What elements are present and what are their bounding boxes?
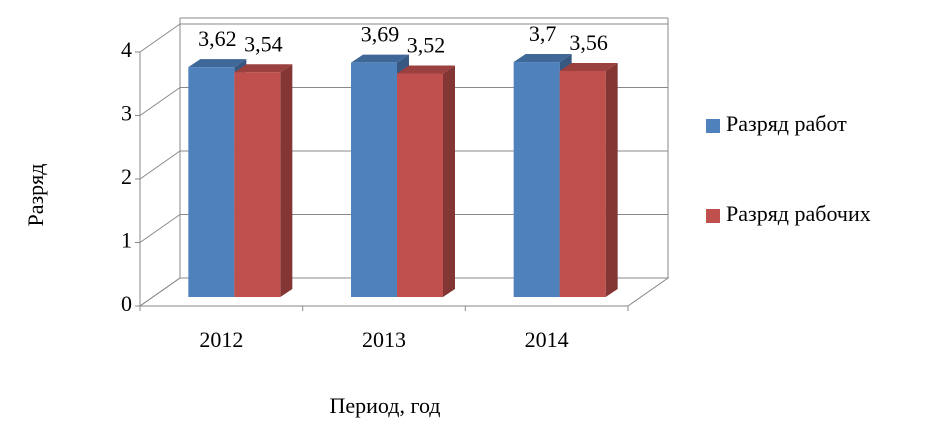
grid-line <box>139 87 181 116</box>
bar-top <box>397 65 455 74</box>
bar-top <box>234 64 293 73</box>
bar <box>188 67 235 297</box>
data-label: 3,7 <box>529 21 557 46</box>
legend-swatch <box>706 209 720 223</box>
bar <box>351 62 397 298</box>
bar-side <box>605 62 618 297</box>
bar-side <box>443 65 455 297</box>
grid-line <box>139 214 181 243</box>
bar-top <box>188 59 247 68</box>
y-tick-label: 1 <box>121 228 132 253</box>
data-label: 3,56 <box>569 30 608 55</box>
bar-side <box>280 64 293 298</box>
x-tick-label: 2012 <box>199 327 243 352</box>
bar-top <box>559 62 618 71</box>
grid-line <box>139 150 181 180</box>
x-tick-label: 2014 <box>525 327 569 352</box>
legend-label: Разряд работ <box>726 111 847 136</box>
grid-line <box>139 23 181 53</box>
data-label: 3,69 <box>361 22 400 47</box>
bar <box>397 73 443 297</box>
legend-label: Разряд рабочих <box>726 201 871 226</box>
data-label: 3,62 <box>198 26 237 51</box>
bar <box>234 72 281 298</box>
x-axis-title: Период, год <box>329 393 440 418</box>
bar-top <box>351 54 409 63</box>
data-label: 3,54 <box>244 31 283 56</box>
y-axis-title: Разряд <box>23 163 48 226</box>
y-tick-label: 4 <box>121 37 132 62</box>
y-tick-label: 3 <box>121 101 132 126</box>
bar <box>513 62 560 297</box>
bar <box>559 70 606 297</box>
y-tick-label: 0 <box>121 291 132 316</box>
x-tick-label: 2013 <box>362 327 406 352</box>
grid-line <box>139 277 181 307</box>
y-tick-label: 2 <box>121 164 132 189</box>
bar-top <box>513 54 572 63</box>
data-label: 3,52 <box>407 33 446 58</box>
legend-swatch <box>706 119 720 133</box>
